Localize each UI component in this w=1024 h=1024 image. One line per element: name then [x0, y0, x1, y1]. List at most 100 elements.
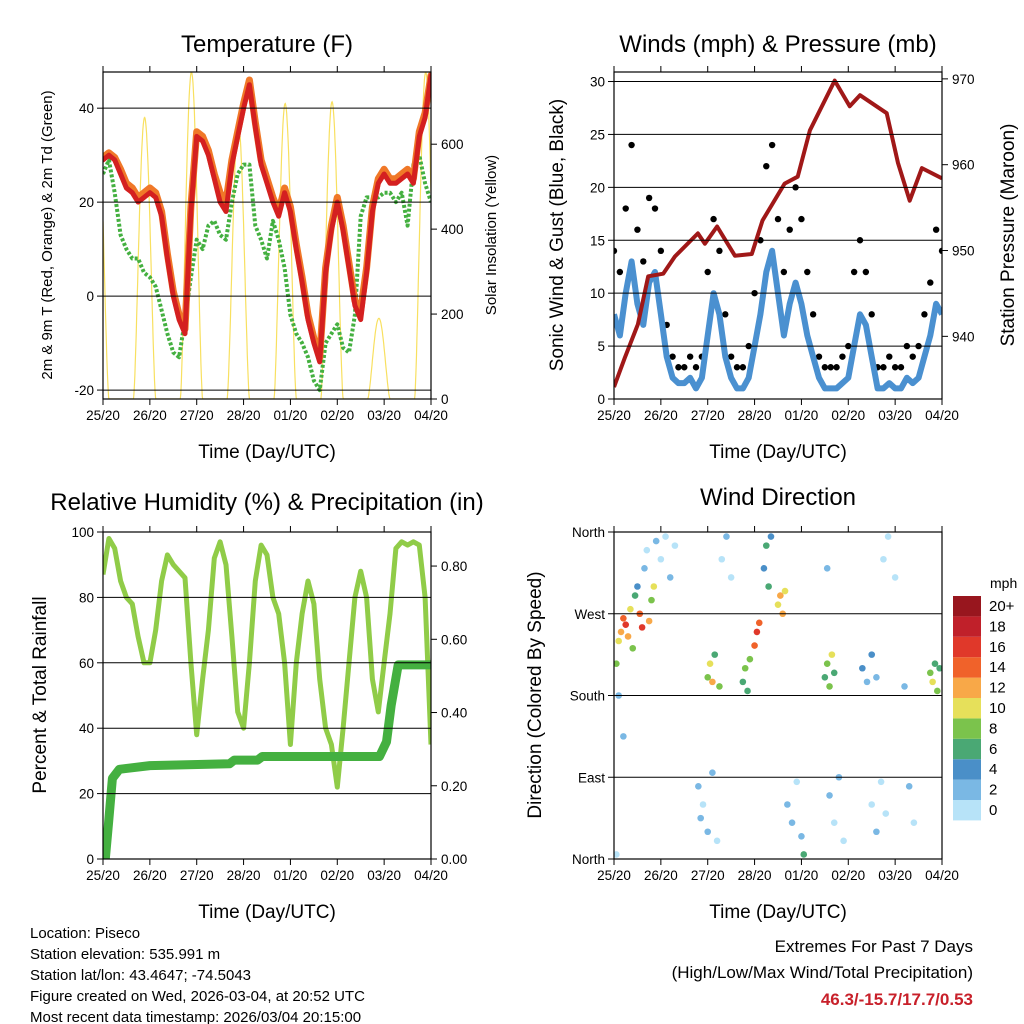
y-right-tick-label: 400	[441, 222, 464, 237]
gust-point	[862, 268, 870, 276]
direction-point	[709, 769, 716, 777]
direction-point	[739, 678, 747, 686]
x-tick-label: 25/20	[597, 868, 631, 883]
direction-point	[699, 801, 707, 808]
gust-point	[815, 353, 823, 360]
legend-swatch	[953, 738, 981, 760]
legend-label: 6	[989, 741, 997, 758]
winds-ylabel: Sonic Wind & Gust (Blue, Black)	[547, 99, 568, 371]
y-tick-label: 0	[597, 392, 605, 407]
direction-point	[648, 596, 655, 604]
extremes-subtitle: (High/Low/Max Wind/Total Precipitation)	[672, 963, 973, 982]
y-tick-label: South	[570, 689, 605, 704]
gust-point	[727, 353, 735, 360]
info-latlon: Station lat/lon: 43.4647; -74.5043	[30, 967, 251, 984]
direction-point	[704, 828, 712, 836]
direction-point	[823, 660, 831, 668]
gust-point	[614, 247, 618, 255]
y-tick-label: East	[578, 770, 605, 785]
x-tick-label: 02/20	[320, 408, 354, 423]
direction-point	[931, 660, 939, 668]
winds-plot-area	[614, 78, 942, 392]
legend-label: 2	[989, 782, 997, 799]
winds-title: Winds (mph) & Pressure (mb)	[619, 31, 936, 58]
y-tick-label: 0	[86, 289, 94, 304]
direction-point	[650, 583, 658, 590]
legend-label: 14	[989, 659, 1006, 676]
direction-plot-frame	[613, 531, 943, 860]
y-tick-label: West	[574, 607, 605, 622]
y-tick-label: 60	[79, 656, 94, 671]
x-tick-label: 03/20	[878, 868, 912, 883]
direction-point	[704, 674, 712, 681]
y-right-tick-label: 0.60	[441, 632, 467, 647]
direction-point	[798, 832, 805, 840]
gust-point	[897, 364, 905, 371]
gust-point	[616, 268, 624, 276]
direction-point	[774, 601, 782, 608]
info-location: Location: Piseco	[30, 925, 140, 942]
gust-point	[640, 258, 647, 265]
y-right-tick-label: 600	[441, 137, 464, 152]
legend-swatch	[953, 718, 981, 739]
direction-point	[662, 533, 669, 540]
y-right-tick-label: 0.20	[441, 779, 467, 794]
gust-point	[786, 226, 793, 233]
direction-point	[880, 555, 887, 563]
direction-point	[614, 851, 620, 858]
y-tick-label: 100	[71, 525, 94, 540]
legend-swatch	[953, 677, 981, 698]
direction-point	[828, 651, 836, 658]
y-tick-label: 20	[79, 787, 94, 802]
x-tick-label: 26/20	[133, 868, 167, 883]
direction-point	[873, 828, 880, 836]
direction-point	[716, 683, 723, 690]
y-right-tick-label: 0.80	[441, 559, 467, 574]
direction-point	[634, 583, 641, 590]
info-created: Figure created on Wed, 2026-03-04, at 20…	[30, 988, 365, 1005]
y-tick-label: North	[572, 525, 605, 540]
direction-point	[697, 814, 704, 822]
gust-point	[774, 215, 782, 223]
winds-xlabel: Time (Day/UTC)	[709, 442, 847, 463]
direction-point	[755, 619, 763, 627]
y-tick-label: 30	[590, 75, 605, 90]
gust-point	[839, 353, 846, 360]
gust-point	[622, 205, 629, 212]
legend-label: 16	[989, 639, 1006, 656]
x-tick-label: 02/20	[831, 408, 865, 423]
direction-point	[631, 592, 639, 599]
x-tick-label: 25/20	[86, 408, 120, 423]
x-tick-label: 27/20	[691, 408, 725, 423]
gust-point	[798, 215, 805, 223]
x-tick-label: 25/20	[597, 408, 631, 423]
legend-label: 4	[989, 761, 997, 778]
direction-point	[695, 783, 702, 790]
x-tick-label: 27/20	[691, 868, 725, 883]
legend-label: 12	[989, 680, 1006, 697]
solar-insolation-line	[103, 72, 431, 399]
direction-point	[800, 851, 808, 858]
direction-point	[781, 587, 789, 595]
x-tick-label: 02/20	[831, 868, 865, 883]
gust-point	[675, 364, 682, 371]
direction-point	[767, 533, 775, 540]
direction-point	[718, 555, 726, 563]
gust-point	[804, 268, 811, 276]
y-tick-label: -20	[74, 383, 94, 398]
direction-point	[666, 574, 674, 581]
gust-point	[722, 311, 729, 318]
x-tick-label: 04/20	[414, 408, 448, 423]
direction-point	[859, 664, 866, 672]
direction-point	[723, 533, 730, 540]
x-tick-label: 27/20	[180, 408, 214, 423]
gust-point	[827, 364, 834, 371]
direction-point	[784, 801, 791, 808]
y-right-tick-label: 0.00	[441, 852, 467, 867]
legend-title: mph	[990, 575, 1017, 591]
legend-swatch	[953, 698, 981, 719]
y-tick-label: 40	[79, 721, 94, 736]
direction-point	[652, 537, 660, 545]
temperature-xlabel: Time (Day/UTC)	[198, 442, 336, 463]
direction-point	[840, 837, 847, 845]
